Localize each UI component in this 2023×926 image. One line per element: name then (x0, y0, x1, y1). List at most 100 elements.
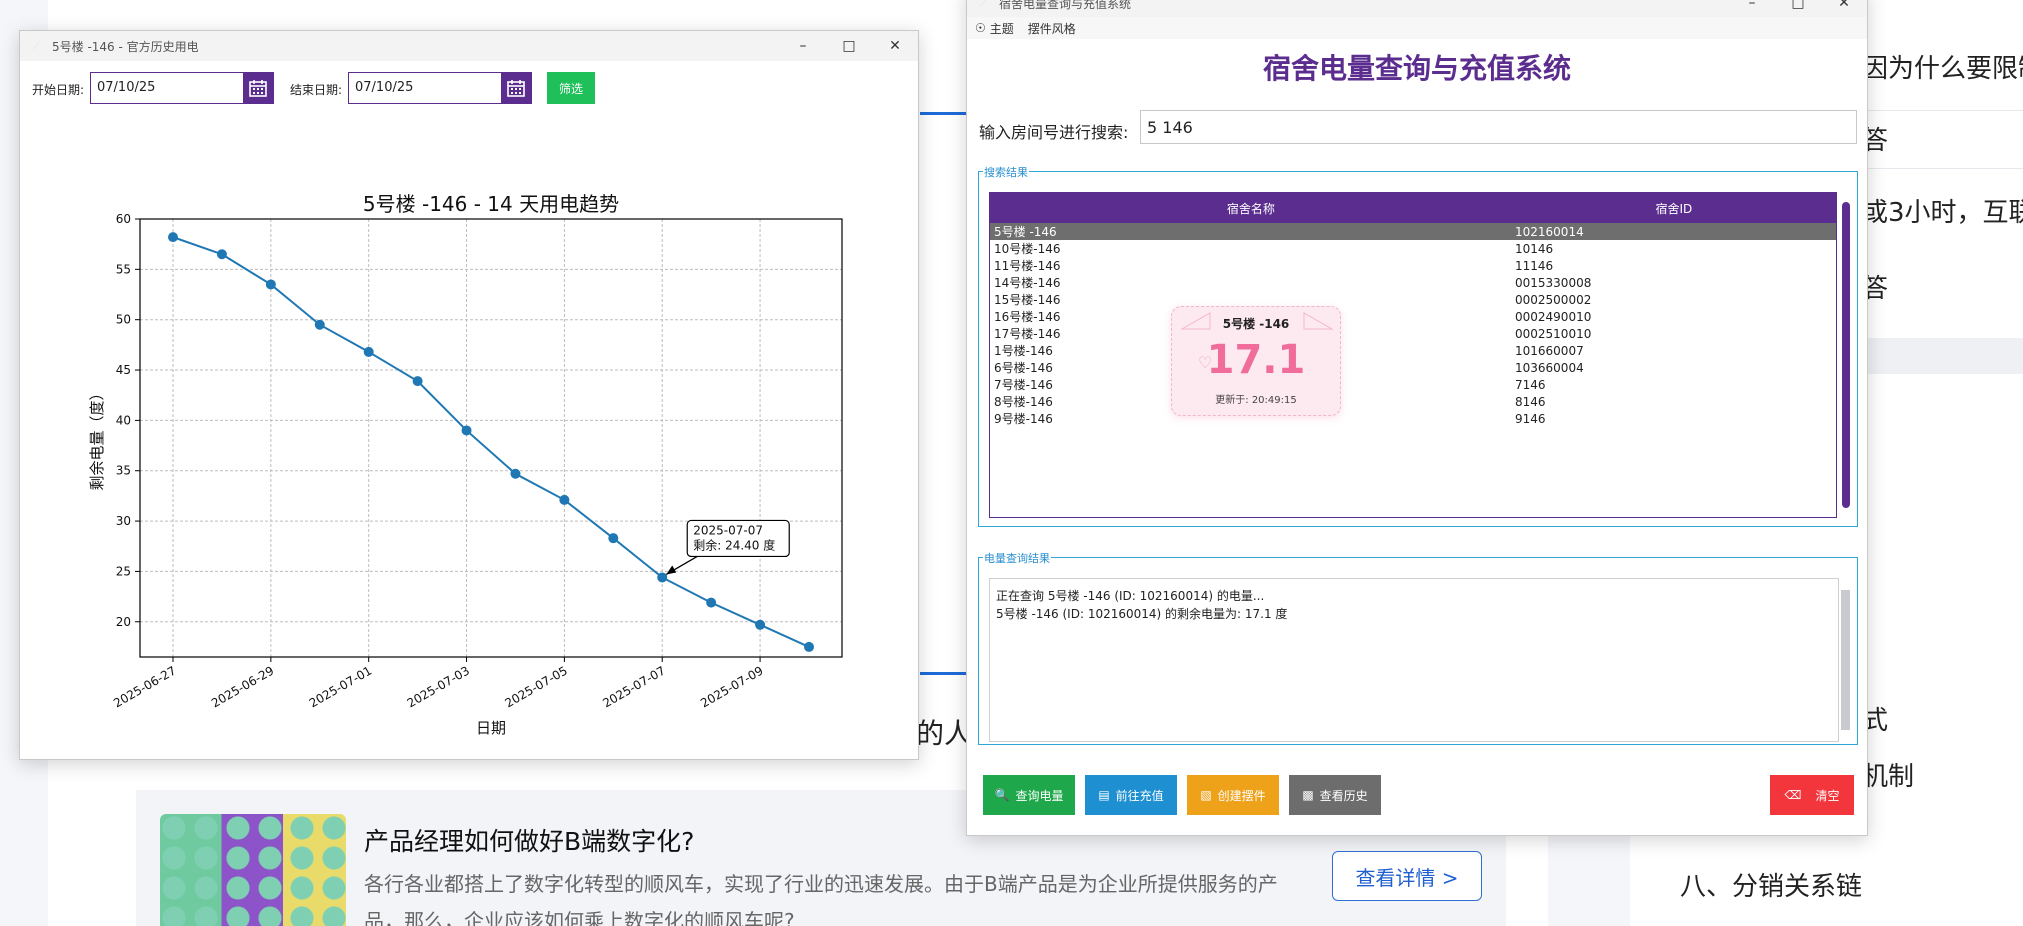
dorm-system-window: 宿舍电量查询与充值系统 – □ ✕ ☉ 主题 摆件风格 宿舍电量查询与充值系统 … (966, 0, 1868, 836)
dorm-titlebar[interactable]: 宿舍电量查询与充值系统 – □ ✕ (967, 0, 1867, 17)
maximize-button[interactable]: □ (1791, 0, 1805, 11)
end-date-picker[interactable]: 07/10/25 (348, 72, 532, 104)
room-search-input[interactable] (1140, 110, 1857, 144)
results-table[interactable]: 宿舍名称 宿舍ID 5号楼 -146 102160014 10号楼-146 10146… (989, 192, 1837, 518)
recharge-button[interactable]: ▤ 前往充值 (1085, 775, 1177, 815)
divider (1862, 110, 2023, 111)
data-point (265, 279, 276, 290)
create-widget-label: 创建摆件 (1217, 788, 1266, 803)
widget-power-value: 17.1 (1206, 337, 1306, 383)
y-tick-label: 30 (116, 514, 131, 528)
data-point (559, 494, 570, 505)
create-widget-button[interactable]: ▧ 创建摆件 (1187, 775, 1279, 815)
table-row[interactable]: 8号楼-146 8146 (990, 393, 1836, 410)
table-row[interactable]: 10号楼-146 10146 (990, 240, 1836, 257)
right-panel-text[interactable]: 八、分销关系链 (1680, 872, 1863, 902)
minimize-button[interactable]: – (1748, 0, 1756, 11)
calendar-icon[interactable] (243, 73, 273, 103)
room-name-cell: 14号楼-146 (994, 276, 1061, 290)
right-panel-text[interactable]: 或3小时，互联网 (1862, 198, 2023, 228)
room-name-cell: 17号楼-146 (994, 327, 1061, 341)
room-id-cell: 11146 (1515, 258, 1554, 273)
room-name-cell: 6号楼-146 (994, 361, 1053, 375)
view-history-button[interactable]: ▩ 查看历史 (1289, 775, 1381, 815)
chart-title: 5号楼 -146 - 14 天用电趋势 (363, 192, 619, 216)
palette-icon: ☉ (975, 21, 986, 35)
room-id-cell: 7146 (1515, 377, 1546, 392)
log-scrollbar[interactable] (1839, 578, 1851, 742)
table-row[interactable]: 7号楼-146 7146 (990, 376, 1836, 393)
room-id-cell: 0015330008 (1515, 275, 1592, 290)
table-row[interactable]: 11号楼-146 11146 (990, 257, 1836, 274)
power-widget[interactable]: 5号楼 -146 ♡ 17.1 更新于: 20:49:15 (1171, 306, 1341, 416)
right-panel-text[interactable]: 因为什么要限制 (1862, 54, 2023, 84)
table-row[interactable]: 14号楼-146 0015330008 (990, 274, 1836, 291)
table-row[interactable]: 6号楼-146 103660004 (990, 359, 1836, 376)
menu-theme[interactable]: 主题 (989, 21, 1014, 36)
annotation-value: 剩余: 24.40 度 (693, 537, 775, 552)
start-date-value[interactable]: 07/10/25 (97, 80, 156, 95)
feather-icon (32, 41, 40, 51)
room-name-cell: 16号楼-146 (994, 310, 1061, 324)
menu-widget-style[interactable]: 摆件风格 (1027, 21, 1076, 36)
room-id-cell: 101660007 (1515, 343, 1584, 358)
calendar-icon[interactable] (501, 73, 531, 103)
table-row[interactable]: 5号楼 -146 102160014 (990, 223, 1836, 240)
y-tick-label: 20 (116, 615, 131, 629)
data-point (216, 249, 227, 260)
article-description: 各行各业都搭上了数字化转型的顺风车，实现了行业的迅速发展。由于B端产品是为企业所… (364, 872, 1278, 926)
table-row[interactable]: 1号楼-146 101660007 (990, 342, 1836, 359)
scrollbar-thumb[interactable] (1841, 590, 1850, 730)
history-titlebar[interactable]: 5号楼 -146 - 官方历史用电 – □ ✕ (20, 31, 918, 61)
column-header-id[interactable]: 宿舍ID (1655, 201, 1693, 216)
article-thumbnail[interactable] (160, 814, 346, 926)
start-date-picker[interactable]: 07/10/25 (90, 72, 274, 104)
widget-updated-time: 更新于: 20:49:15 (1215, 395, 1297, 406)
close-button[interactable]: ✕ (889, 38, 901, 54)
data-point (168, 232, 178, 243)
article-title[interactable]: 产品经理如何做好B端数字化? (364, 827, 695, 856)
x-tick-label: 2025-06-29 (209, 663, 276, 710)
data-point (314, 319, 325, 330)
results-scrollbar[interactable] (1839, 192, 1851, 518)
card-icon: ▤ (1098, 788, 1110, 802)
query-results-group: 电量查询结果 正在查询 5号楼 -146 (ID: 102160014) 的电量… (978, 550, 1858, 745)
close-button[interactable]: ✕ (1838, 0, 1850, 11)
usage-trend-chart: 5号楼 -146 - 14 天用电趋势 20 25 30 35 40 45 50 55 60 202… (88, 192, 843, 737)
filter-button[interactable]: 筛选 (547, 72, 595, 104)
y-tick-label: 35 (116, 464, 131, 478)
end-date-value[interactable]: 07/10/25 (355, 80, 414, 95)
view-details-button[interactable]: 查看详情 > (1332, 851, 1482, 901)
widget-room-name: 5号楼 -146 (1222, 317, 1290, 331)
series-line (172, 236, 810, 648)
date-filter-bar: 开始日期: 07/10/25 结束日期: 07/10/25 筛选 (20, 71, 918, 105)
table-row[interactable]: 9号楼-146 9146 (990, 410, 1836, 427)
room-id-cell: 0002490010 (1515, 309, 1592, 324)
table-row[interactable]: 16号楼-146 0002490010 (990, 308, 1836, 325)
table-row[interactable]: 17号楼-146 0002510010 (990, 325, 1836, 342)
minimize-button[interactable]: – (799, 38, 807, 54)
query-log[interactable]: 正在查询 5号楼 -146 (ID: 102160014) 的电量... 5号楼… (989, 578, 1839, 742)
start-date-label: 开始日期: (32, 83, 85, 97)
app-title: 宿舍电量查询与充值系统 (1262, 52, 1571, 85)
clear-button[interactable]: ⌫ 清空 (1770, 775, 1854, 815)
trash-icon: ⌫ (1784, 788, 1802, 802)
query-group-title: 电量查询结果 (983, 550, 1051, 566)
table-row[interactable]: 15号楼-146 0002500002 (990, 291, 1836, 308)
query-power-label: 查询电量 (1015, 788, 1064, 803)
column-header-name[interactable]: 宿舍名称 (1226, 201, 1275, 216)
history-window: 5号楼 -146 - 官方历史用电 – □ ✕ 开始日期: 07/10/25 结… (19, 30, 919, 760)
query-power-button[interactable]: 🔍 查询电量 (983, 775, 1075, 815)
background-accent-line (920, 672, 970, 675)
y-tick-label: 60 (116, 212, 131, 226)
right-panel-text[interactable]: 机制 (1862, 762, 1915, 792)
x-tick-label: 2025-07-03 (405, 663, 472, 710)
x-tick-label: 2025-07-05 (502, 663, 569, 710)
scrollbar-thumb[interactable] (1842, 202, 1850, 508)
log-line: 5号楼 -146 (ID: 102160014) 的剩余电量为: 17.1 度 (996, 607, 1288, 621)
room-name-cell: 11号楼-146 (994, 259, 1061, 273)
maximize-button[interactable]: □ (842, 38, 856, 54)
x-axis-label: 日期 (476, 719, 506, 737)
data-point (510, 468, 521, 479)
data-point (608, 533, 619, 544)
